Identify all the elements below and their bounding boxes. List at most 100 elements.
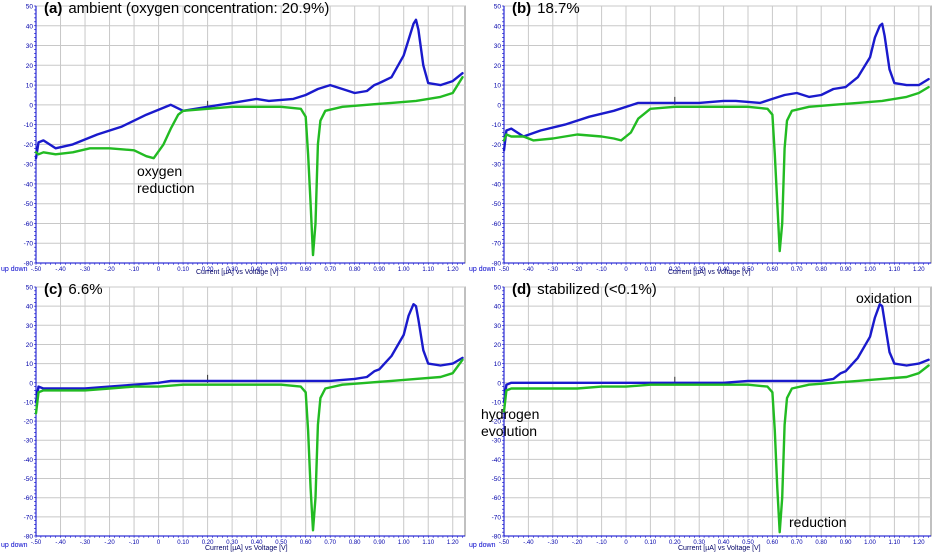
y-tick-label: 40 (494, 304, 502, 311)
x-tick-label: 0.30 (226, 267, 238, 273)
panel-title: (b) 18.7% (512, 0, 580, 17)
up-down-label[interactable]: up down (469, 542, 496, 549)
blue-trace (502, 303, 930, 404)
y-tick-label: 50 (26, 285, 34, 292)
x-tick-label: 0.80 (349, 540, 361, 546)
x-tick-label: 1.10 (422, 540, 434, 546)
x-tick-label: 1.10 (889, 540, 901, 546)
y-tick-label: 30 (26, 323, 34, 330)
y-tick-label: -10 (24, 399, 34, 406)
y-tick-label: -30 (492, 162, 502, 169)
x-tick-label: -.50 (499, 540, 510, 546)
y-tick-label: 50 (26, 4, 34, 11)
x-tick-label: 0.20 (669, 540, 681, 546)
x-tick-label: 0.30 (226, 540, 238, 546)
x-tick-label: 1.20 (447, 267, 459, 273)
y-tick-label: 30 (494, 323, 502, 330)
x-tick-label: 0.70 (324, 540, 336, 546)
x-tick-label: 1.00 (398, 540, 410, 546)
x-tick-label: 0.60 (767, 267, 779, 273)
y-tick-label: -20 (24, 142, 34, 149)
x-tick-label: 0.50 (742, 267, 754, 273)
y-tick-label: 10 (26, 83, 34, 90)
x-tick-label: 0.10 (177, 540, 189, 546)
x-tick-label: -.30 (548, 540, 559, 546)
x-tick-label: 1.20 (447, 540, 459, 546)
x-tick-label: -.20 (572, 267, 583, 273)
x-tick-label: -.10 (596, 540, 607, 546)
annotation-line: oxidation (856, 290, 913, 306)
blue-trace (34, 303, 464, 404)
x-tick-label: 0 (157, 540, 161, 546)
y-tick-label: 20 (494, 63, 502, 70)
y-tick-label: -50 (492, 201, 502, 208)
x-tick-label: -.20 (572, 540, 583, 546)
x-tick-label: 1.00 (398, 267, 410, 273)
y-tick-label: -20 (492, 419, 502, 426)
x-tick-label: 0.70 (791, 267, 803, 273)
y-tick-label: 50 (494, 285, 502, 292)
x-tick-label: 0.50 (275, 540, 287, 546)
y-tick-label: -20 (24, 419, 34, 426)
y-tick-label: -30 (24, 438, 34, 445)
y-tick-label: -10 (492, 122, 502, 129)
panel-c: 50 40 30 20 10 0 -10 -20 -30 -40 -50 -60 -70 -80 -.50 -… (0, 281, 467, 553)
x-axis-label: Current [µA] vs Voltage [V] (205, 545, 288, 552)
annotation-line: oxygen reduction (137, 163, 195, 196)
x-tick-label: 0.20 (669, 267, 681, 273)
panel-b: 50 40 30 20 10 0 -10 -20 -30 -40 -50 -60 -70 -80 -.50 -… (468, 0, 933, 280)
y-tick-label: -20 (492, 142, 502, 149)
y-tick-label: 0 (497, 102, 501, 109)
x-tick-label: 0 (624, 267, 628, 273)
x-axis-label: Current [µA] vs Voltage [V] (196, 269, 279, 276)
chart-c: 50 40 30 20 10 0 -10 -20 -30 -40 -50 -60 -70 -80-.50 -… (24, 285, 466, 546)
plot-frame (35, 5, 466, 264)
y-tick-label: 10 (26, 361, 34, 368)
x-axis-label: Current [µA] vs Voltage [V] (668, 269, 751, 276)
x-tick-label: 0.90 (840, 267, 852, 273)
x-axis-label: Current [µA] vs Voltage [V] (678, 545, 761, 552)
y-tick-label: 10 (494, 83, 502, 90)
y-tick-label: -10 (492, 399, 502, 406)
y-tick-label: 0 (29, 380, 33, 387)
x-tick-label: 0.50 (275, 267, 287, 273)
x-tick-label: -.40 (55, 267, 66, 273)
chart-d: 50 40 30 20 10 0 -10 -20 -30 -40 -50 -60 -70 -80-.50 -… (492, 285, 932, 546)
plot-frame (503, 5, 932, 264)
y-tick-label: 30 (494, 43, 502, 50)
x-tick-label: -.30 (80, 267, 91, 273)
x-tick-label: -.20 (104, 540, 115, 546)
green-trace (502, 85, 930, 253)
x-tick-label: 1.20 (913, 267, 925, 273)
annotation-hydrogen-evolution: hydrogen evolution (481, 406, 539, 440)
x-tick-label: 0.40 (718, 267, 730, 273)
y-tick-label: 20 (26, 63, 34, 70)
y-tick-label: -30 (24, 162, 34, 169)
x-tick-label: 0.50 (742, 540, 754, 546)
plot-frame (503, 286, 932, 537)
blue-trace (34, 18, 464, 160)
x-tick-label: 0.80 (815, 540, 827, 546)
y-tick-label: 50 (494, 4, 502, 11)
x-tick-label: 1.00 (864, 540, 876, 546)
y-tick-label: 40 (26, 304, 34, 311)
x-tick-label: 0.40 (251, 267, 263, 273)
x-tick-label: 0.40 (718, 540, 730, 546)
panel-a: 50 40 30 20 10 0 -10 -20 -30 -40 -50 -60 -70 -80 -.50 -… (0, 0, 467, 280)
up-down-label[interactable]: up down (1, 542, 28, 549)
x-tick-label: -.10 (596, 267, 607, 273)
annotation-reduction: reduction (789, 514, 847, 531)
y-tick-label: -70 (24, 514, 34, 521)
green-trace (34, 358, 464, 532)
y-tick-label: -70 (492, 514, 502, 521)
y-tick-label: -50 (24, 476, 34, 483)
x-tick-label: 0.60 (300, 540, 312, 546)
x-tick-label: 0 (624, 540, 628, 546)
up-down-label[interactable]: up down (1, 266, 28, 273)
up-down-label[interactable]: up down (469, 266, 496, 273)
x-tick-label: -.30 (548, 267, 559, 273)
y-tick-label: -70 (24, 241, 34, 248)
y-tick-label: -80 (492, 261, 502, 268)
x-tick-label: 1.10 (889, 267, 901, 273)
x-tick-label: 0.30 (693, 540, 705, 546)
